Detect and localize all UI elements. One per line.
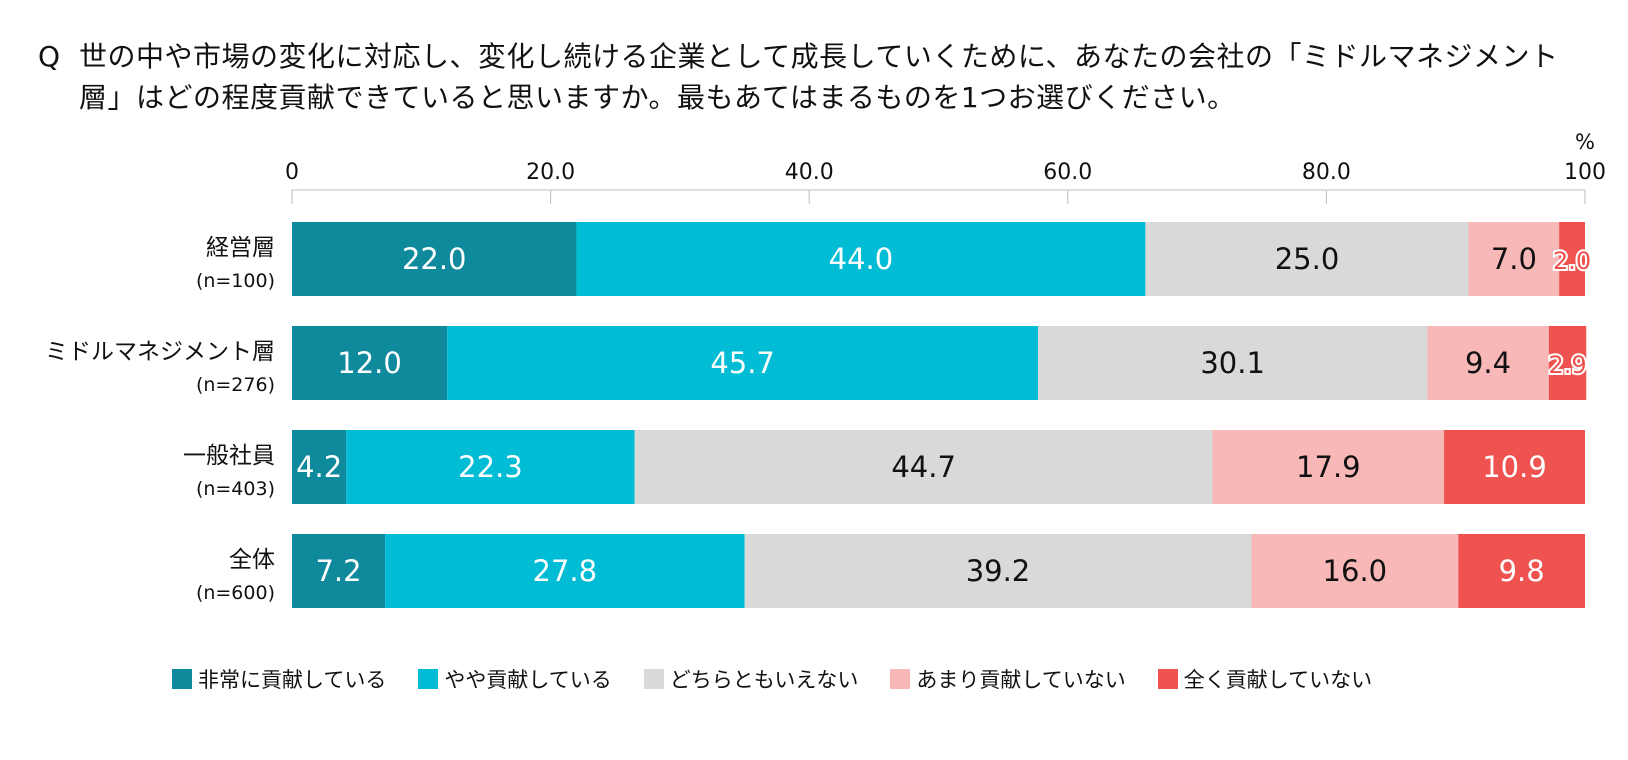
bar-segment [1145,222,1469,296]
data-label: 25.0 [1275,242,1340,276]
data-label: 39.2 [966,554,1031,588]
category-n-label: (n=600) [196,582,275,604]
category-n-label: (n=403) [196,478,275,500]
legend-item: あまり貢献していない [890,664,1126,694]
data-label: 7.2 [315,554,361,588]
bar-segment [385,534,745,608]
bar-segment [292,326,448,400]
legend-swatch [172,669,192,689]
data-label: 2.9 [1548,351,1586,379]
data-label: 44.0 [829,242,894,276]
data-label: 22.3 [458,450,523,484]
category-label: 一般社員 [183,443,275,469]
data-label: 30.1 [1200,346,1265,380]
category-label: ミドルマネジメント層 [45,339,275,365]
legend-item: 全く貢献していない [1157,664,1373,694]
bar-segment [634,430,1213,504]
question-text: 世の中や市場の変化に対応し、変化し続ける企業として成長していくために、あなたの会… [79,40,1559,114]
bar-segment [346,430,635,504]
bar-segment [1548,326,1587,400]
question-marker: Q [38,40,61,73]
bar-segment [292,430,347,504]
data-label: 9.4 [1465,346,1511,380]
legend-label: 非常に貢献している [198,668,387,692]
x-tick-label: 0 [285,160,299,185]
bar-segment [1251,534,1459,608]
legend-label: あまり貢献していない [916,668,1126,692]
category-label: 経営層 [206,235,275,261]
data-label: 4.2 [296,450,342,484]
bar-segment [1427,326,1549,400]
data-label: 7.0 [1491,242,1537,276]
data-label: 2.0 [1553,247,1591,275]
x-tick-label: 100 [1564,160,1606,185]
legend-swatch [890,669,911,689]
data-label: 16.0 [1323,554,1388,588]
unit-label: % [1575,130,1595,154]
bar-segment [292,222,577,296]
legend-label: やや貢献している [444,668,612,692]
bar-segment [292,534,386,608]
x-tick-label: 80.0 [1302,160,1351,185]
bar-segment [1038,326,1428,400]
data-label: 12.0 [337,346,402,380]
bar-segment [1212,430,1445,504]
data-label: 9.8 [1499,554,1545,588]
bar-segment [1458,534,1585,608]
data-label: 44.7 [891,450,956,484]
bar-segment [1468,222,1560,296]
legend-item: やや貢献している [418,664,612,694]
x-tick-label: 20.0 [526,160,575,185]
legend-swatch [643,669,664,689]
legend-item: 非常に貢献している [172,664,386,694]
category-n-label: (n=276) [196,374,275,396]
data-label: 17.9 [1296,450,1361,484]
stacked-bar-chart: 0 20.0 40.0 60.0 80.0 100% 経営層 (n=100) ミドルマネジメント… [45,130,1606,608]
legend-swatch [418,669,439,689]
bar-segment [1444,430,1585,504]
bar-segment [576,222,1146,296]
bar-segment [1559,222,1585,296]
x-tick-label: 60.0 [1043,160,1092,185]
legend-item: どちらともいえない [643,664,859,694]
bar-segment [447,326,1039,400]
data-label: 45.7 [710,346,775,380]
legend: 非常に貢献している やや貢献している どちらともいえない あまり貢献していない 全く貢献… [172,664,1404,694]
data-label: 27.8 [533,554,598,588]
bar-segment [744,534,1252,608]
data-label: 22.0 [402,242,467,276]
legend-label: どちらともいえない [669,668,859,692]
category-label: 全体 [229,547,275,573]
data-label: 10.9 [1482,450,1547,484]
x-tick-label: 40.0 [785,160,834,185]
legend-swatch [1157,669,1178,689]
legend-label: 全く貢献していない [1183,668,1373,692]
category-n-label: (n=100) [196,270,275,292]
